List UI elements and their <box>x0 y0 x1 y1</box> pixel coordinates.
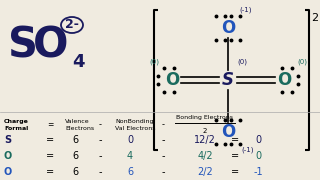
Text: Bonding Electrons: Bonding Electrons <box>177 116 234 120</box>
Text: =: = <box>46 167 54 177</box>
Text: =: = <box>231 167 239 177</box>
Text: (-1): (-1) <box>242 147 254 153</box>
Text: (0): (0) <box>237 59 247 65</box>
Text: O: O <box>221 123 235 141</box>
Text: =: = <box>231 151 239 161</box>
Text: O: O <box>165 71 179 89</box>
Text: -: - <box>98 167 102 177</box>
Text: -: - <box>98 135 102 145</box>
Text: 2: 2 <box>203 128 207 134</box>
Text: 4: 4 <box>72 53 84 71</box>
Text: -: - <box>98 151 102 161</box>
Text: O: O <box>4 151 12 161</box>
Text: (0): (0) <box>149 59 159 65</box>
Text: -: - <box>162 120 164 129</box>
Text: O: O <box>4 167 12 177</box>
Text: O: O <box>221 19 235 37</box>
Text: 2-: 2- <box>65 19 79 32</box>
Text: -: - <box>161 135 165 145</box>
Text: 4/2: 4/2 <box>197 151 213 161</box>
Text: 4: 4 <box>127 151 133 161</box>
Text: O: O <box>33 24 68 66</box>
Text: 0: 0 <box>255 135 261 145</box>
Text: =: = <box>47 120 53 129</box>
Text: -: - <box>161 151 165 161</box>
Text: 6: 6 <box>127 167 133 177</box>
Text: 6: 6 <box>72 167 78 177</box>
Text: 0: 0 <box>127 135 133 145</box>
Text: 0: 0 <box>255 151 261 161</box>
Text: -: - <box>161 167 165 177</box>
Text: Charge
Formal: Charge Formal <box>4 119 29 131</box>
Text: (0): (0) <box>297 59 307 65</box>
Text: S: S <box>8 24 38 66</box>
Text: =: = <box>231 135 239 145</box>
Text: S: S <box>4 135 11 145</box>
Text: -1: -1 <box>253 167 263 177</box>
Text: 6: 6 <box>72 151 78 161</box>
Text: O: O <box>277 71 291 89</box>
Text: =: = <box>46 151 54 161</box>
Text: 6: 6 <box>72 135 78 145</box>
Text: -: - <box>99 120 101 129</box>
Text: 12/2: 12/2 <box>194 135 216 145</box>
Text: 2/2: 2/2 <box>197 167 213 177</box>
Text: Valence
Electrons: Valence Electrons <box>65 119 94 131</box>
Text: NonBonding
Val Electrons: NonBonding Val Electrons <box>115 119 156 131</box>
Text: =: = <box>46 135 54 145</box>
Text: 2: 2 <box>311 13 318 23</box>
Text: (-1): (-1) <box>240 7 252 13</box>
Text: S: S <box>222 71 234 89</box>
